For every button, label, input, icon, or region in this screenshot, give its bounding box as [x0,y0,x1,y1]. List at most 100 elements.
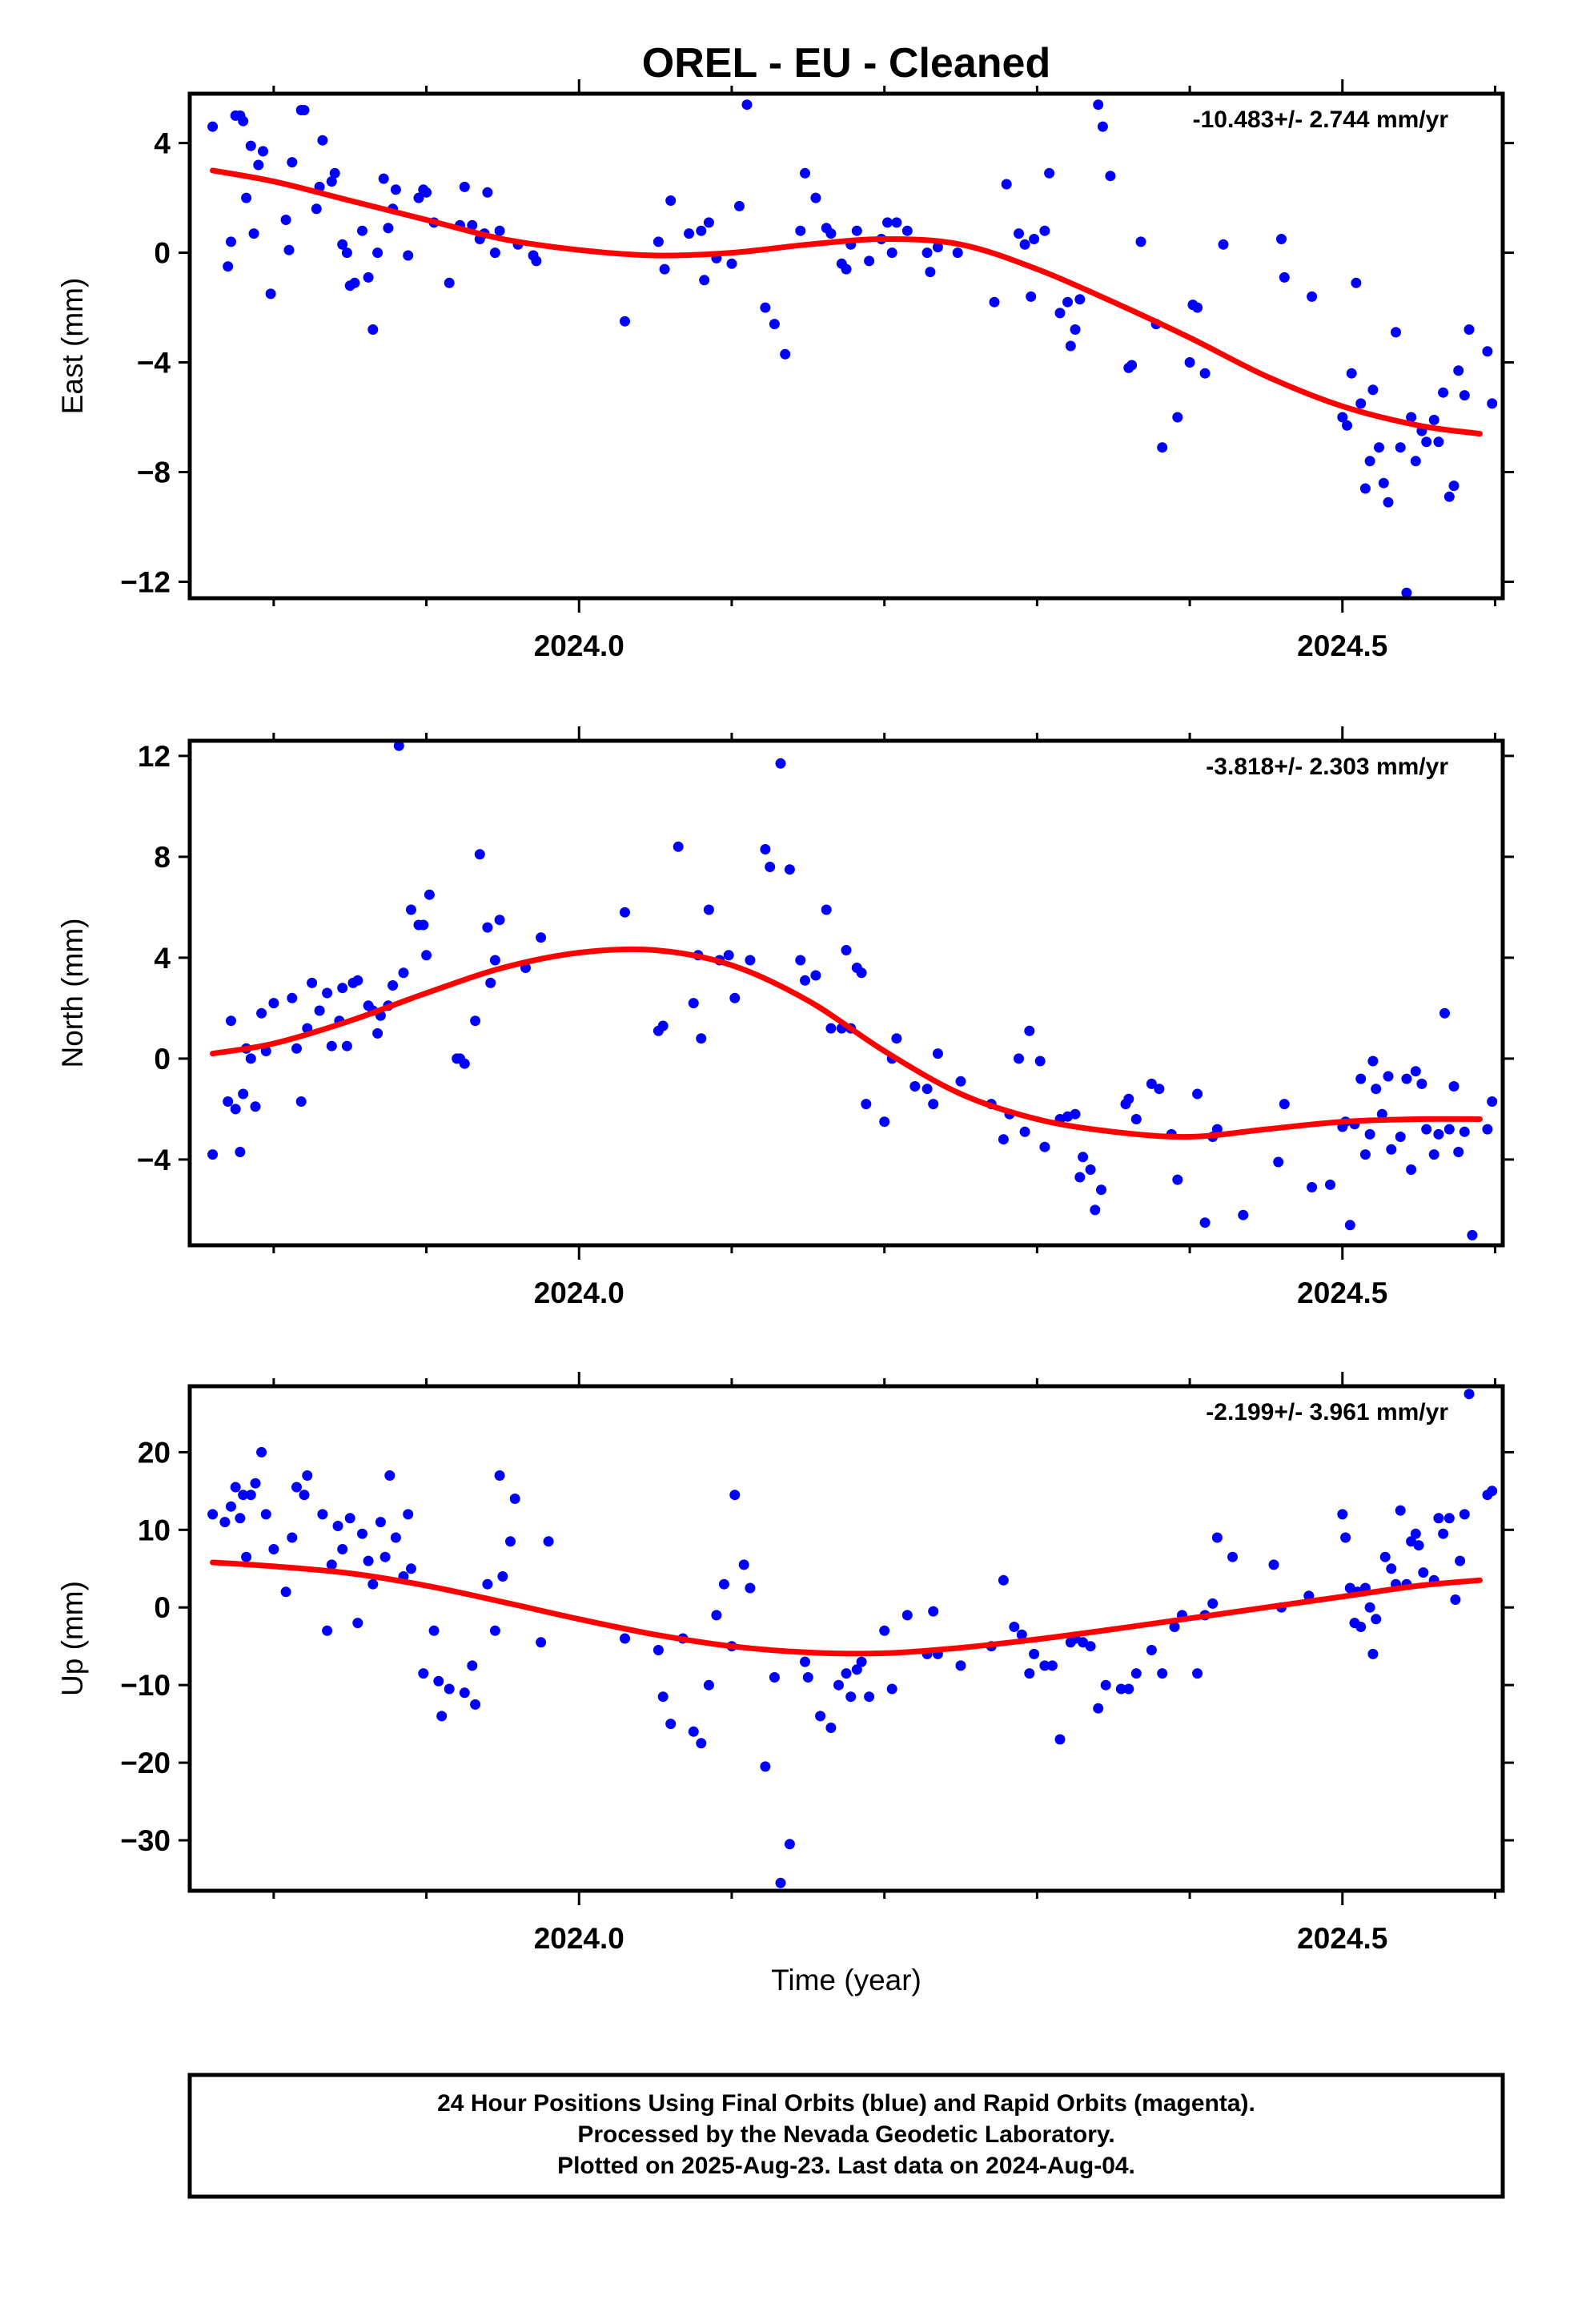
north-panel: 12 8 4 0 −4 2024.0 2024.5 -3.818+/- 2.303 mm/yr… [56,726,1514,1309]
north-data-point [1355,1073,1367,1084]
north-data-point [891,1033,902,1044]
east-data-point [1374,442,1384,453]
up-data-point [482,1578,493,1590]
east-data-point [699,275,710,286]
north-data-point [341,1040,352,1051]
up-data-point [367,1578,379,1590]
east-data-point [531,255,542,267]
up-data-point [775,1877,786,1888]
up-data-point [657,1691,669,1703]
north-data-point [800,975,810,986]
north-data-point [1273,1156,1284,1168]
east-data-point [952,247,963,259]
north-data-point [337,983,348,994]
east-data-point [317,135,328,146]
north-data-point [765,862,776,872]
east-data-point [459,181,470,192]
east-data-point [489,247,500,259]
up-data-point [1379,1551,1391,1562]
footer-line-1: 24 Hour Positions Using Final Orbits (bl… [437,2090,1255,2117]
east-data-point [1383,497,1394,508]
figure-title: OREL - EU - Cleaned [642,40,1050,86]
east-data-point [1355,398,1367,409]
east-data-point [1307,291,1318,302]
up-data-point [357,1528,367,1539]
east-data-point [1019,239,1030,250]
east-data-point [311,203,322,215]
east-data-point [444,277,455,288]
north-data-point [856,967,867,979]
east-data-point [1364,456,1375,467]
north-data-point [1024,1025,1035,1036]
north-data-point [1416,1078,1427,1089]
east-data-point [741,99,753,111]
up-data-point [363,1555,374,1566]
up-data-point [1100,1679,1111,1691]
north-data-point [494,915,505,926]
east-data-point [1378,477,1389,489]
up-data-point [1046,1660,1058,1671]
up-data-point [428,1625,440,1636]
north-data-point [459,1058,470,1069]
north-data-point [1192,1088,1203,1100]
north-data-point [841,945,852,955]
north-data-point [1367,1055,1379,1067]
up-data-point [864,1691,875,1703]
east-data-point [253,159,264,171]
east-data-point [1218,239,1229,250]
north-data-point [482,922,493,933]
north-data-point [287,992,298,1003]
east-data-point [901,225,913,236]
east-ytick-label: −12 [120,565,171,598]
up-data-point [317,1509,328,1520]
up-data-point [403,1509,414,1520]
x-axis-label: Time (year) [771,1964,921,1996]
up-data-point [1337,1509,1348,1520]
up-data-point [1487,1486,1498,1497]
east-data-point [652,236,664,247]
up-data-point [1211,1532,1223,1543]
north-data-point [406,904,416,915]
north-data-point [1014,1053,1024,1064]
east-data-point [238,115,249,127]
up-data-point [509,1494,520,1504]
north-data-point [1130,1114,1142,1124]
up-data-point [302,1470,313,1481]
east-data-point [482,187,493,198]
footer-line-3: Plotted on 2025-Aug-23. Last data on 202… [557,2153,1135,2179]
up-data-point [1207,1598,1219,1609]
east-data-point [891,217,902,228]
east-data-point [349,277,360,288]
up-data-point [1433,1513,1444,1524]
east-data-point [265,288,276,300]
up-data-point [536,1637,547,1648]
up-data-point [745,1582,756,1594]
north-data-point [1344,1220,1355,1231]
up-data-point [230,1482,241,1493]
up-data-point [1054,1734,1066,1745]
east-data-point [372,247,383,259]
up-data-point [332,1521,343,1531]
north-data-point [955,1076,966,1087]
north-data-point [784,864,795,875]
north-data-point [1172,1174,1183,1185]
east-ytick-label: −4 [137,347,171,380]
north-data-point [326,1040,337,1051]
east-data-point [760,302,771,313]
east-data-point [390,184,401,195]
north-data-point [223,1096,234,1107]
east-data-point [726,258,737,269]
up-data-point [800,1656,810,1667]
up-data-point [845,1691,857,1703]
north-data-point [291,1043,302,1054]
east-data-point [280,215,291,225]
east-data-point [921,247,933,259]
east-data-point [810,192,821,203]
up-data-point [841,1668,852,1679]
east-data-point [363,271,374,283]
east-data-point [932,242,943,253]
east-data-point [825,228,837,239]
north-data-point [821,904,832,915]
north-data-point [657,1020,669,1031]
up-data-point [833,1679,844,1691]
